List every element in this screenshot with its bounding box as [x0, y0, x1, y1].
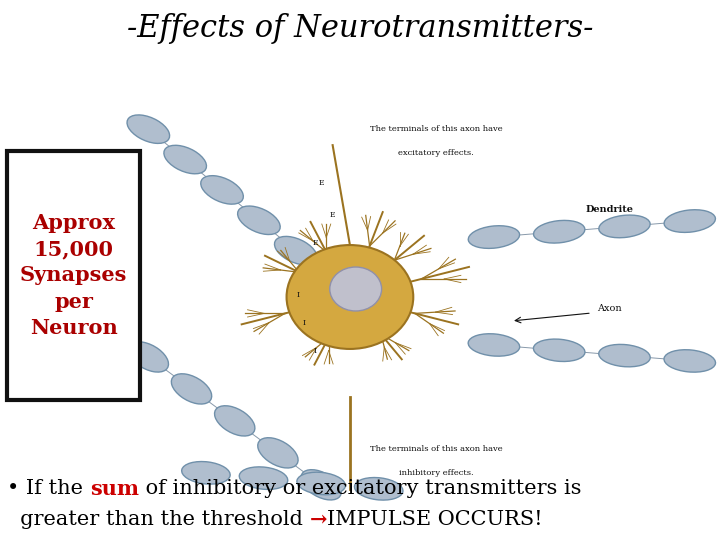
- Text: inhibitory effects.: inhibitory effects.: [399, 469, 474, 477]
- Ellipse shape: [238, 206, 280, 234]
- Ellipse shape: [599, 345, 650, 367]
- Text: E: E: [330, 211, 336, 219]
- Ellipse shape: [297, 472, 346, 495]
- Text: The terminals of this axon have: The terminals of this axon have: [370, 445, 503, 453]
- Ellipse shape: [664, 210, 716, 232]
- Text: excitatory effects.: excitatory effects.: [398, 149, 474, 157]
- Ellipse shape: [468, 334, 520, 356]
- Ellipse shape: [534, 339, 585, 361]
- Text: Axon: Axon: [597, 305, 621, 314]
- Ellipse shape: [258, 438, 298, 468]
- Text: IMPULSE OCCURS!: IMPULSE OCCURS!: [327, 510, 543, 529]
- Text: The terminals of this axon have: The terminals of this axon have: [370, 125, 503, 133]
- Bar: [7, 151, 140, 400]
- Ellipse shape: [171, 374, 212, 404]
- Text: I: I: [302, 319, 305, 327]
- Ellipse shape: [127, 115, 170, 144]
- Ellipse shape: [181, 462, 230, 484]
- Ellipse shape: [215, 406, 255, 436]
- Ellipse shape: [287, 245, 413, 349]
- Text: Approx
15,000
Synapses
per
Neuron: Approx 15,000 Synapses per Neuron: [20, 213, 127, 338]
- Ellipse shape: [239, 467, 288, 489]
- Ellipse shape: [274, 237, 317, 265]
- Text: I: I: [297, 291, 300, 299]
- Text: • If the: • If the: [7, 479, 90, 498]
- Ellipse shape: [330, 267, 382, 311]
- Ellipse shape: [201, 176, 243, 204]
- Text: -Effects of Neurotransmitters-: -Effects of Neurotransmitters-: [127, 14, 593, 44]
- Ellipse shape: [311, 267, 354, 295]
- Text: greater than the threshold: greater than the threshold: [7, 510, 310, 529]
- Text: Dendrite: Dendrite: [585, 205, 633, 214]
- Ellipse shape: [128, 342, 168, 372]
- Bar: [137, 97, 713, 497]
- Text: sum: sum: [90, 478, 139, 499]
- Ellipse shape: [534, 220, 585, 243]
- Ellipse shape: [301, 470, 341, 500]
- Text: E: E: [318, 179, 324, 187]
- Text: E: E: [312, 239, 318, 247]
- Ellipse shape: [599, 215, 650, 238]
- Ellipse shape: [354, 477, 403, 500]
- Text: I: I: [314, 347, 317, 355]
- Text: →: →: [310, 509, 327, 530]
- Ellipse shape: [468, 226, 520, 248]
- Ellipse shape: [164, 145, 207, 174]
- Text: of inhibitory or excitatory transmitters is: of inhibitory or excitatory transmitters…: [139, 479, 581, 498]
- Ellipse shape: [664, 350, 716, 372]
